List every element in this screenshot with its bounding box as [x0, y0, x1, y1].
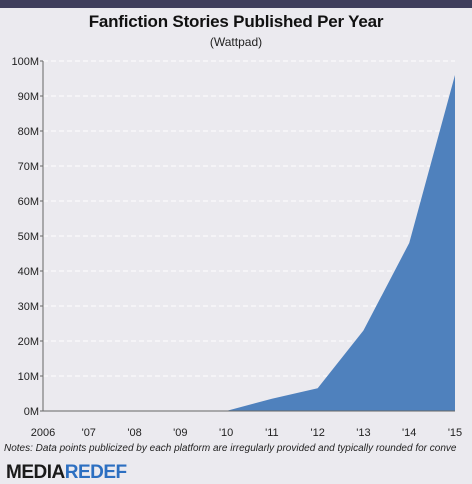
top-strip	[0, 0, 472, 8]
chart-note: Notes: Data points publicized by each pl…	[4, 443, 457, 454]
y-tick-label: 40M	[18, 266, 39, 278]
x-tick-label: '12	[310, 427, 324, 439]
x-tick-label: '13	[356, 427, 370, 439]
y-tick-label: 30M	[18, 301, 39, 313]
y-tick-label: 50M	[18, 231, 39, 243]
y-tick-label: 80M	[18, 126, 39, 138]
y-tick-labels: 0M 10M 20M 30M 40M 50M 60M 70M 80M 90M 100M	[11, 56, 39, 418]
series-area	[43, 75, 455, 411]
brand-logo-part1: MEDIA	[6, 462, 65, 483]
y-tick-label: 60M	[18, 196, 39, 208]
brand-logo-part2: REDEF	[64, 462, 127, 483]
y-tick-label: 10M	[18, 371, 39, 383]
footer-bar	[0, 459, 472, 483]
chart-subtitle: (Wattpad)	[209, 35, 263, 49]
x-tick-label: '08	[127, 427, 141, 439]
x-tick-label: '07	[82, 427, 96, 439]
axes	[40, 60, 455, 412]
grid-lines	[43, 60, 455, 377]
x-tick-labels: 2006 '07 '08 '09 '10 '11 '12 '13 '14 '15	[31, 427, 462, 439]
y-tick-label: 20M	[18, 336, 39, 348]
x-tick-label: '10	[219, 427, 233, 439]
brand-logo: MEDIAREDEF	[6, 462, 127, 484]
x-tick-label: '09	[173, 427, 187, 439]
y-tick-label: 100M	[11, 56, 39, 68]
y-tick-label: 90M	[18, 91, 39, 103]
data-area	[43, 75, 455, 411]
y-tick-label: 70M	[18, 161, 39, 173]
x-tick-label: 2006	[31, 427, 55, 439]
x-tick-label: '11	[265, 427, 279, 439]
y-tick-label: 0M	[24, 406, 39, 418]
x-tick-label: '15	[448, 427, 462, 439]
x-tick-label: '14	[402, 427, 416, 439]
chart-title: Fanfiction Stories Published Per Year	[88, 12, 384, 31]
